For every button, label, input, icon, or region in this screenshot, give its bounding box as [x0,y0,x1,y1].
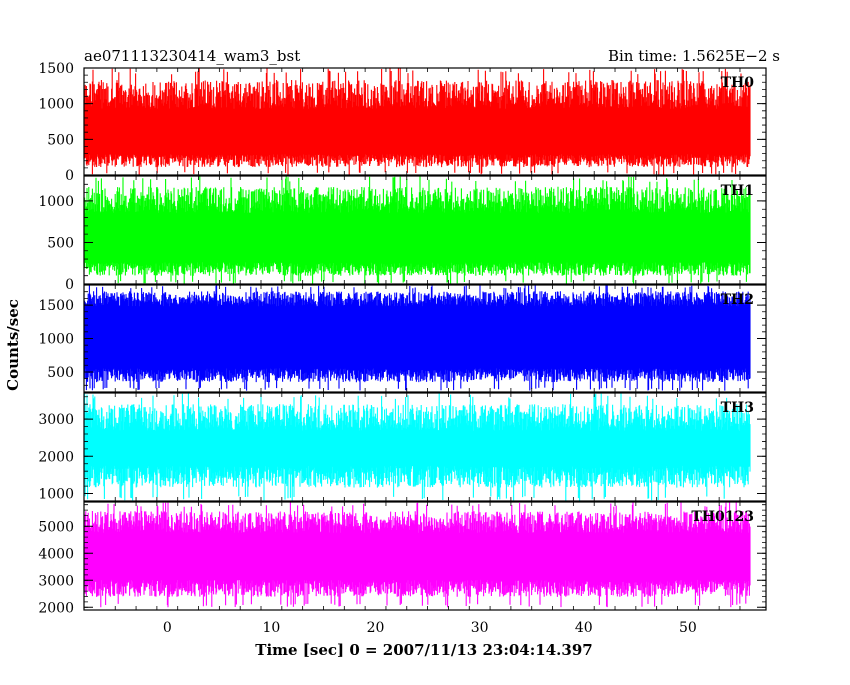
y-tick-label-th2-0: 500 [47,365,74,381]
series-th2 [83,285,751,391]
y-tick-label-th2-1: 1000 [38,332,74,348]
y-tick-label-th0123-0: 2000 [38,600,74,616]
y-tick-label-th0-0: 0 [65,168,74,184]
y-tick-label-th2-2: 1500 [38,298,74,314]
header-right: Bin time: 1.5625E−2 s [608,47,780,65]
frame-layer: TH0 TH1 TH2 TH3 TH0123 [83,67,767,611]
panel-frame-th0123 [83,501,767,611]
labels-layer: ae071113230414_wam3_bst Bin time: 1.5625… [4,47,780,659]
panel-label-th0: TH0 [721,75,755,91]
y-tick-label-th1-1: 500 [47,235,74,251]
y-tick-label-th0123-1: 3000 [38,573,74,589]
panel-label-th3: TH3 [721,400,754,416]
series-th0 [83,68,751,175]
x-tick-label-5: 50 [679,620,697,636]
y-tick-label-th3-1: 2000 [38,449,74,465]
x-axis-label: Time [sec] 0 = 2007/11/13 23:04:14.397 [255,641,592,659]
y-axis-label: Counts/sec [4,299,22,391]
series-th1 [83,176,751,284]
header-left: ae071113230414_wam3_bst [84,47,300,65]
x-tick-label-4: 40 [575,620,593,636]
panel-frame-th0 [83,67,767,176]
x-tick-label-3: 30 [471,620,489,636]
y-tick-label-th0123-3: 5000 [38,519,74,535]
panel-label-th1: TH1 [721,183,754,199]
y-tick-label-th0-2: 1000 [38,97,74,113]
y-tick-label-th0-3: 1500 [38,61,74,77]
x-tick-label-1: 10 [263,620,281,636]
y-tick-label-th3-0: 1000 [38,487,74,503]
panel-frame-th3 [83,392,767,502]
panel-label-th2: TH2 [721,292,754,308]
ticks-layer: 0500100015000500100050010001500100020003… [38,61,766,636]
y-tick-label-th1-0: 0 [65,277,74,293]
traces-layer [83,68,751,608]
series-th3 [83,393,751,501]
y-tick-label-th0-1: 500 [47,132,74,148]
series-th0123 [83,502,751,608]
y-tick-label-th3-2: 3000 [38,412,74,428]
x-tick-label-2: 20 [367,620,385,636]
y-tick-label-th1-2: 1000 [38,194,74,210]
panel-frame-th1 [83,175,767,285]
panel-label-th0123: TH0123 [691,509,754,525]
y-tick-label-th0123-2: 4000 [38,546,74,562]
x-tick-label-0: 0 [163,620,172,636]
